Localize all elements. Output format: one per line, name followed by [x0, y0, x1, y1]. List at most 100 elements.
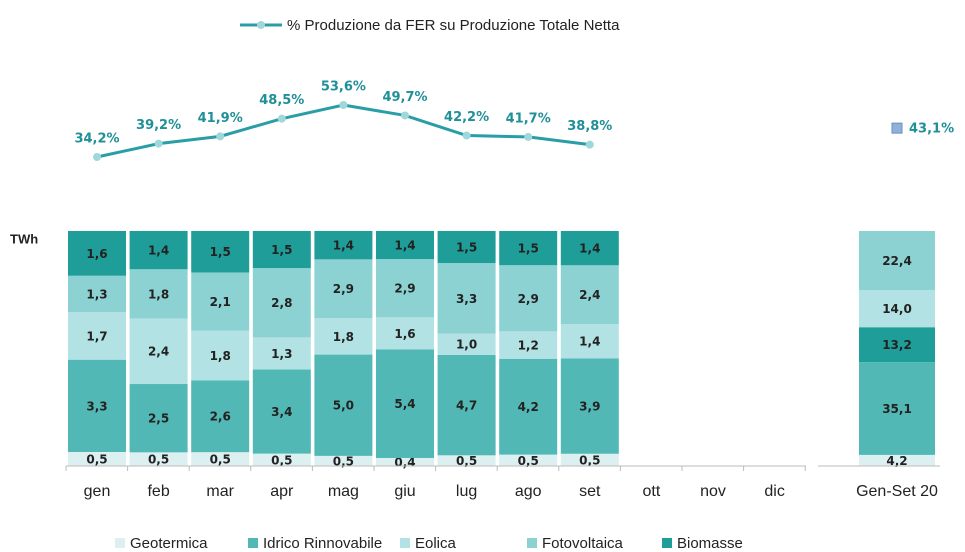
bar-segment [437, 333, 496, 355]
data-label: 1,8 [210, 349, 231, 363]
legend-label: % Produzione da FER su Produzione Totale… [287, 17, 620, 34]
bar-segment [129, 269, 188, 319]
bar-segment [499, 331, 558, 359]
bar-segment [252, 453, 311, 466]
x-tick-label: gen [84, 483, 111, 500]
bar-segment [437, 263, 496, 334]
data-label: 0,5 [86, 453, 107, 467]
data-label: 4,2 [518, 400, 539, 414]
data-label: 48,5% [259, 93, 304, 108]
point [339, 101, 348, 109]
data-label: 35,1 [882, 402, 912, 416]
x-tick-label: nov [700, 483, 726, 500]
data-label: 1,5 [210, 245, 231, 259]
point [154, 139, 163, 148]
point [585, 140, 594, 149]
data-label: 1,6 [394, 327, 415, 341]
bar-segment [437, 354, 496, 456]
bar-segment [499, 231, 558, 266]
point [462, 131, 471, 140]
x-tick-label: feb [147, 483, 169, 500]
data-label: 1,8 [333, 330, 354, 344]
data-label: 1,4 [148, 244, 169, 258]
data-label: 1,3 [271, 347, 292, 361]
data-label: 1,3 [86, 287, 107, 301]
bar-segment [252, 369, 311, 454]
legend-swatch [115, 538, 125, 548]
data-label: 38,8% [567, 119, 612, 134]
legend-marker [257, 21, 265, 29]
data-label: 2,9 [518, 292, 539, 306]
bar-segment [376, 349, 434, 458]
data-label: 2,1 [210, 295, 231, 309]
data-label: 43,1% [909, 122, 954, 137]
data-label: 2,4 [579, 288, 600, 302]
data-label: 1,0 [456, 338, 477, 352]
data-label: 2,9 [333, 282, 354, 296]
bar-segment [252, 268, 311, 338]
data-label: 1,5 [456, 241, 477, 255]
bar-segment [129, 384, 188, 453]
bar-segment [314, 231, 373, 260]
legend-label: Geotermica [130, 535, 208, 552]
bar-segment [68, 312, 126, 360]
x-tick-label: ago [515, 483, 542, 500]
data-label: 53,6% [321, 80, 366, 95]
bar-segment [314, 354, 373, 456]
legend-label: Eolica [415, 535, 457, 552]
data-label: 1,4 [579, 335, 600, 349]
data-label: 0,5 [210, 453, 231, 467]
data-label: 2,8 [271, 296, 292, 310]
data-label: 0,5 [333, 454, 354, 468]
bar-segment [560, 265, 619, 325]
bar-segment [859, 290, 935, 328]
unit-label: TWh [10, 231, 38, 246]
data-label: 0,5 [148, 453, 169, 467]
data-label: 41,7% [506, 111, 551, 126]
bar-segment [376, 259, 434, 318]
data-label: 2,9 [394, 282, 415, 296]
bar-segment [68, 275, 126, 313]
bar-segment [560, 453, 619, 466]
data-label: 5,4 [394, 397, 415, 411]
data-label: 3,9 [579, 400, 600, 414]
bar-segment [68, 359, 126, 453]
bar-segment [859, 327, 935, 363]
data-label: 0,5 [579, 453, 600, 467]
data-label: 13,2 [882, 338, 912, 352]
bar-segment [314, 455, 373, 466]
bar-segment [499, 454, 558, 466]
data-label: 4,7 [456, 399, 477, 413]
bar-segment [560, 231, 619, 266]
data-label: 3,4 [271, 405, 292, 419]
legend-label: Biomasse [677, 535, 743, 552]
bar-segment [376, 231, 434, 260]
legend-swatch [527, 538, 537, 548]
data-label: 3,3 [456, 292, 477, 306]
bar-segment [191, 272, 250, 331]
bar-segment [859, 231, 935, 291]
bar-segment [252, 337, 311, 370]
data-label: 2,5 [148, 412, 169, 426]
x-tick-label: set [579, 483, 601, 500]
data-label: 1,5 [518, 242, 539, 256]
legend-swatch [400, 538, 410, 548]
data-label: 1,2 [518, 339, 539, 353]
point [216, 132, 225, 141]
x-tick-label: lug [456, 483, 477, 500]
bar-segment [129, 452, 188, 466]
bar-segment [314, 259, 373, 319]
bar-segment [191, 330, 250, 381]
x-tick-label: dic [764, 483, 784, 500]
data-label: 42,2% [444, 110, 489, 125]
data-label: 0,5 [271, 453, 292, 467]
bar-segment [499, 358, 558, 455]
data-label: 34,2% [74, 132, 119, 147]
data-label: 1,7 [86, 329, 107, 343]
data-label: 4,2 [886, 454, 907, 468]
point [277, 114, 286, 123]
legend-swatch [248, 538, 258, 548]
bar-segment [191, 452, 250, 466]
bar-segment [129, 318, 188, 385]
data-label: 49,7% [382, 90, 427, 105]
